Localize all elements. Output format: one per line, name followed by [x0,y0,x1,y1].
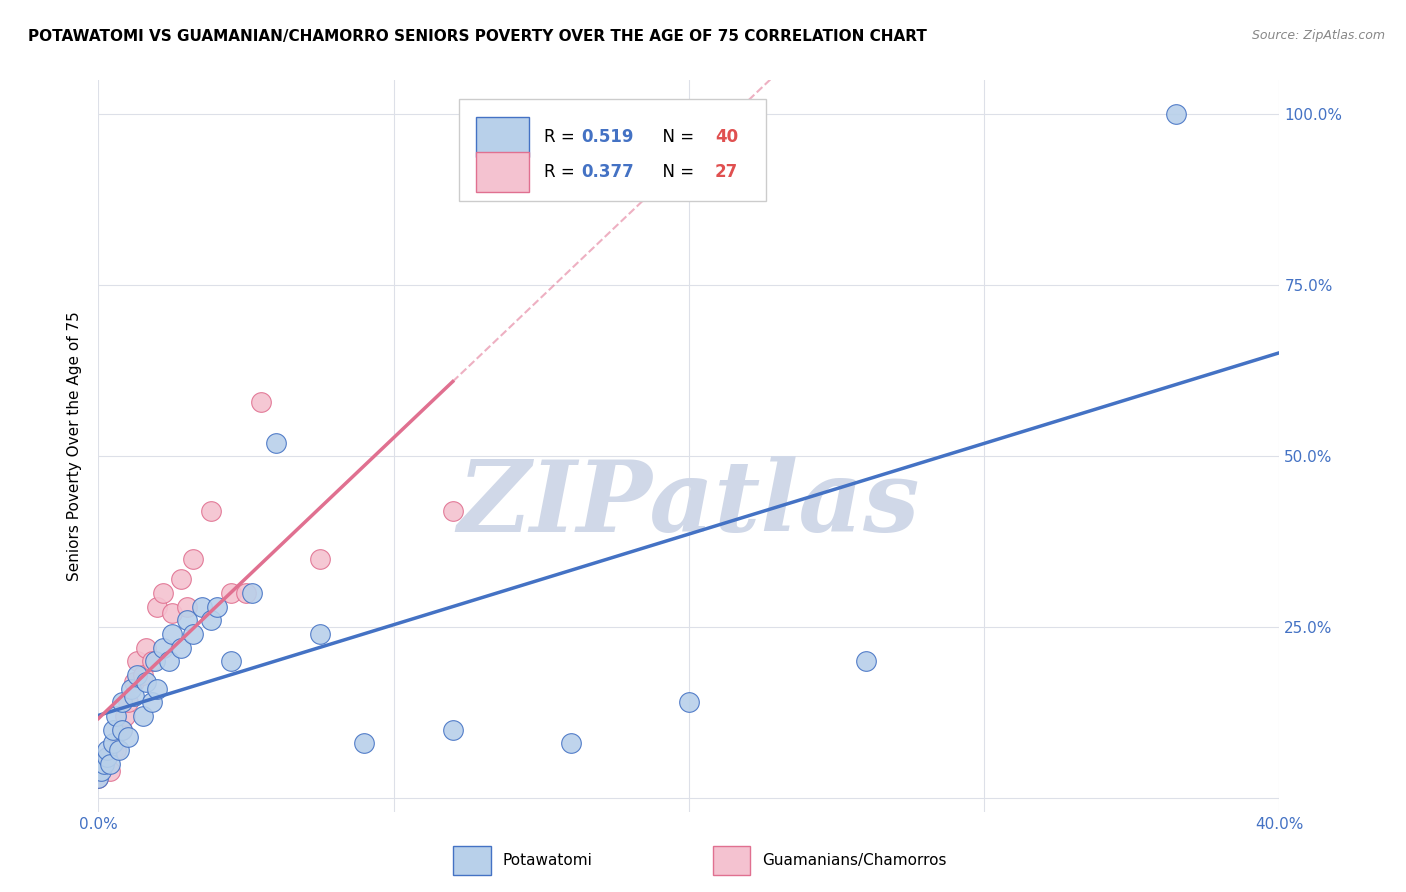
Text: R =: R = [544,162,579,181]
Point [122,674,145,689]
Text: N =: N = [652,128,700,146]
Point [162,627,183,641]
Point [105,709,128,723]
Point [87,771,110,785]
Point [152,586,174,600]
Point [111,723,134,737]
Point [135,640,157,655]
Point [170,572,193,586]
Point [111,695,134,709]
Point [200,613,222,627]
Point [441,723,464,737]
Point [560,736,582,750]
Point [108,743,131,757]
Text: N =: N = [652,162,700,181]
Point [678,695,700,709]
Point [93,756,115,771]
Text: R =: R = [544,128,579,146]
Point [157,654,180,668]
Point [309,627,332,641]
Text: Guamanians/Chamorros: Guamanians/Chamorros [762,854,946,868]
Point [162,607,183,621]
Point [250,394,273,409]
Point [855,654,877,668]
Point [146,599,169,614]
Point [309,551,332,566]
Point [117,730,139,744]
Point [353,736,375,750]
Point [120,681,142,696]
Point [152,640,174,655]
Point [143,654,166,668]
Point [135,674,157,689]
Point [221,586,243,600]
Text: POTAWATOMI VS GUAMANIAN/CHAMORRO SENIORS POVERTY OVER THE AGE OF 75 CORRELATION : POTAWATOMI VS GUAMANIAN/CHAMORRO SENIORS… [28,29,927,44]
Point [141,695,163,709]
Point [122,689,145,703]
Point [98,764,121,778]
Point [96,750,118,764]
Text: Potawatomi: Potawatomi [502,854,592,868]
Point [96,750,118,764]
Point [111,723,134,737]
Text: 0.377: 0.377 [582,162,634,181]
Point [1166,107,1188,121]
Point [235,586,257,600]
Point [98,756,121,771]
Bar [453,847,491,875]
Point [117,695,139,709]
Point [125,654,148,668]
Text: Source: ZipAtlas.com: Source: ZipAtlas.com [1251,29,1385,42]
Point [132,668,155,682]
Point [221,654,243,668]
Point [205,599,228,614]
Point [93,756,115,771]
Point [114,709,136,723]
Point [191,599,214,614]
Point [176,613,198,627]
Text: 40: 40 [714,128,738,146]
Point [141,654,163,668]
Point [87,771,110,785]
Point [170,640,193,655]
Point [181,551,204,566]
Point [200,504,222,518]
Point [105,743,128,757]
Point [146,681,169,696]
FancyBboxPatch shape [458,99,766,201]
Point [96,743,118,757]
Point [103,736,125,750]
Text: 0.519: 0.519 [582,128,634,146]
Point [103,723,125,737]
Bar [477,117,530,157]
Point [132,709,155,723]
Point [240,586,263,600]
Point [264,435,287,450]
Point [125,668,148,682]
Point [181,627,204,641]
Bar [477,152,530,192]
Bar [713,847,751,875]
Point [90,764,112,778]
Point [176,599,198,614]
Point [441,504,464,518]
Text: ZIPatlas: ZIPatlas [458,457,920,553]
Point [103,743,125,757]
Text: 27: 27 [714,162,738,181]
Y-axis label: Seniors Poverty Over the Age of 75: Seniors Poverty Over the Age of 75 [66,311,82,581]
Point [90,764,112,778]
